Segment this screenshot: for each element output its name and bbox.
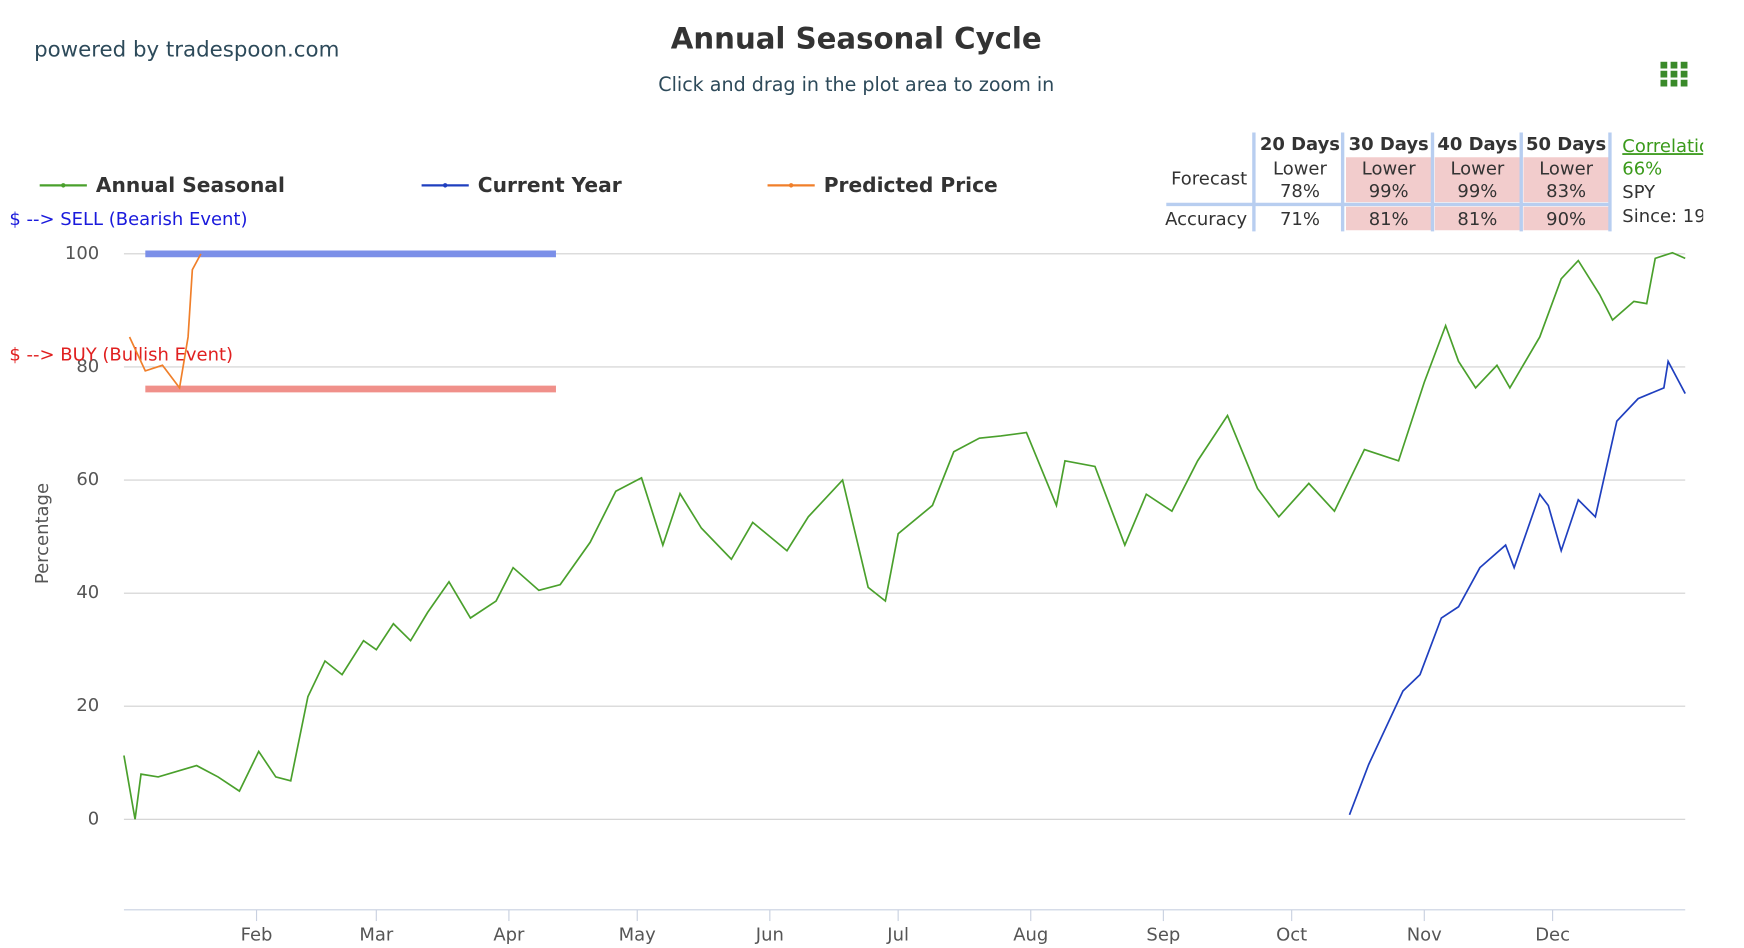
chart-title: Annual Seasonal Cycle (671, 21, 1042, 55)
accuracy-cell-bg (1523, 206, 1609, 231)
row-label: Accuracy (1165, 209, 1247, 230)
forecast-cell-bg (1434, 157, 1521, 203)
y-tick-label: 0 (88, 808, 99, 829)
accuracy-percent: 81% (1457, 209, 1497, 230)
table-header: 20 Days (1260, 134, 1340, 155)
x-tick-label: Aug (1013, 925, 1048, 946)
forecast-cell-bg (1523, 157, 1609, 203)
accuracy-percent: 90% (1546, 209, 1586, 230)
y-tick-label: 100 (65, 243, 99, 264)
legend-dot (442, 183, 448, 188)
event-label: $ --> SELL (Bearish Event) (9, 209, 247, 230)
x-tick-label: Apr (493, 925, 525, 946)
legend-dot (61, 183, 66, 188)
correlation-value: 66% (1622, 159, 1662, 180)
accuracy-cell-bg (1346, 206, 1432, 231)
table-header: 40 Days (1437, 134, 1517, 155)
forecast-percent: 99% (1369, 181, 1409, 202)
forecast-direction: Lower (1362, 159, 1416, 180)
x-tick-label: Feb (241, 925, 273, 946)
y-tick-label: 60 (76, 469, 99, 490)
forecast-percent: 83% (1546, 181, 1586, 202)
correlation-link[interactable]: Correlation (1622, 136, 1721, 157)
table-header: 30 Days (1349, 134, 1429, 155)
y-axis-label: Percentage (32, 483, 53, 584)
forecast-percent: 99% (1457, 181, 1497, 202)
series-line (123, 251, 1686, 820)
accuracy-cell-bg (1434, 206, 1521, 231)
legend-label[interactable]: Annual Seasonal (96, 173, 285, 197)
brand[interactable]: powered by tradespoon.com (34, 38, 339, 63)
y-tick-label: 80 (76, 356, 99, 377)
legend-dot (788, 183, 794, 188)
forecast-direction: Lower (1273, 159, 1327, 180)
row-label: Forecast (1171, 169, 1247, 190)
accuracy-percent: 81% (1369, 209, 1409, 230)
x-tick-label: Jul (886, 925, 909, 946)
y-tick-label: 20 (76, 695, 99, 716)
legend-label[interactable]: Current Year (478, 173, 622, 197)
table-header: 50 Days (1526, 134, 1606, 155)
x-tick-label: Oct (1276, 925, 1307, 946)
forecast-direction: Lower (1451, 159, 1505, 180)
symbol: SPY (1622, 182, 1656, 203)
x-tick-label: May (619, 925, 657, 946)
x-tick-label: Sep (1146, 925, 1180, 946)
accuracy-percent: 71% (1280, 209, 1320, 230)
x-tick-label: Dec (1535, 925, 1570, 946)
forecast-percent: 78% (1280, 181, 1320, 202)
chart-subtitle: Click and drag in the plot area to zoom … (658, 73, 1054, 96)
x-tick-label: Nov (1407, 925, 1442, 946)
forecast-direction: Lower (1539, 159, 1593, 180)
since: Since: 19 (1622, 206, 1705, 227)
forecast-cell-bg (1346, 157, 1432, 203)
x-tick-label: Mar (359, 925, 394, 946)
series-line (128, 253, 202, 390)
legend-label[interactable]: Predicted Price (824, 173, 998, 197)
y-tick-label: 40 (76, 582, 99, 603)
series-line (1348, 358, 1686, 816)
event-label: $ --> BUY (Bullish Event) (9, 344, 233, 365)
menu-icon[interactable] (1660, 61, 1688, 87)
x-tick-label: Jun (755, 925, 784, 946)
